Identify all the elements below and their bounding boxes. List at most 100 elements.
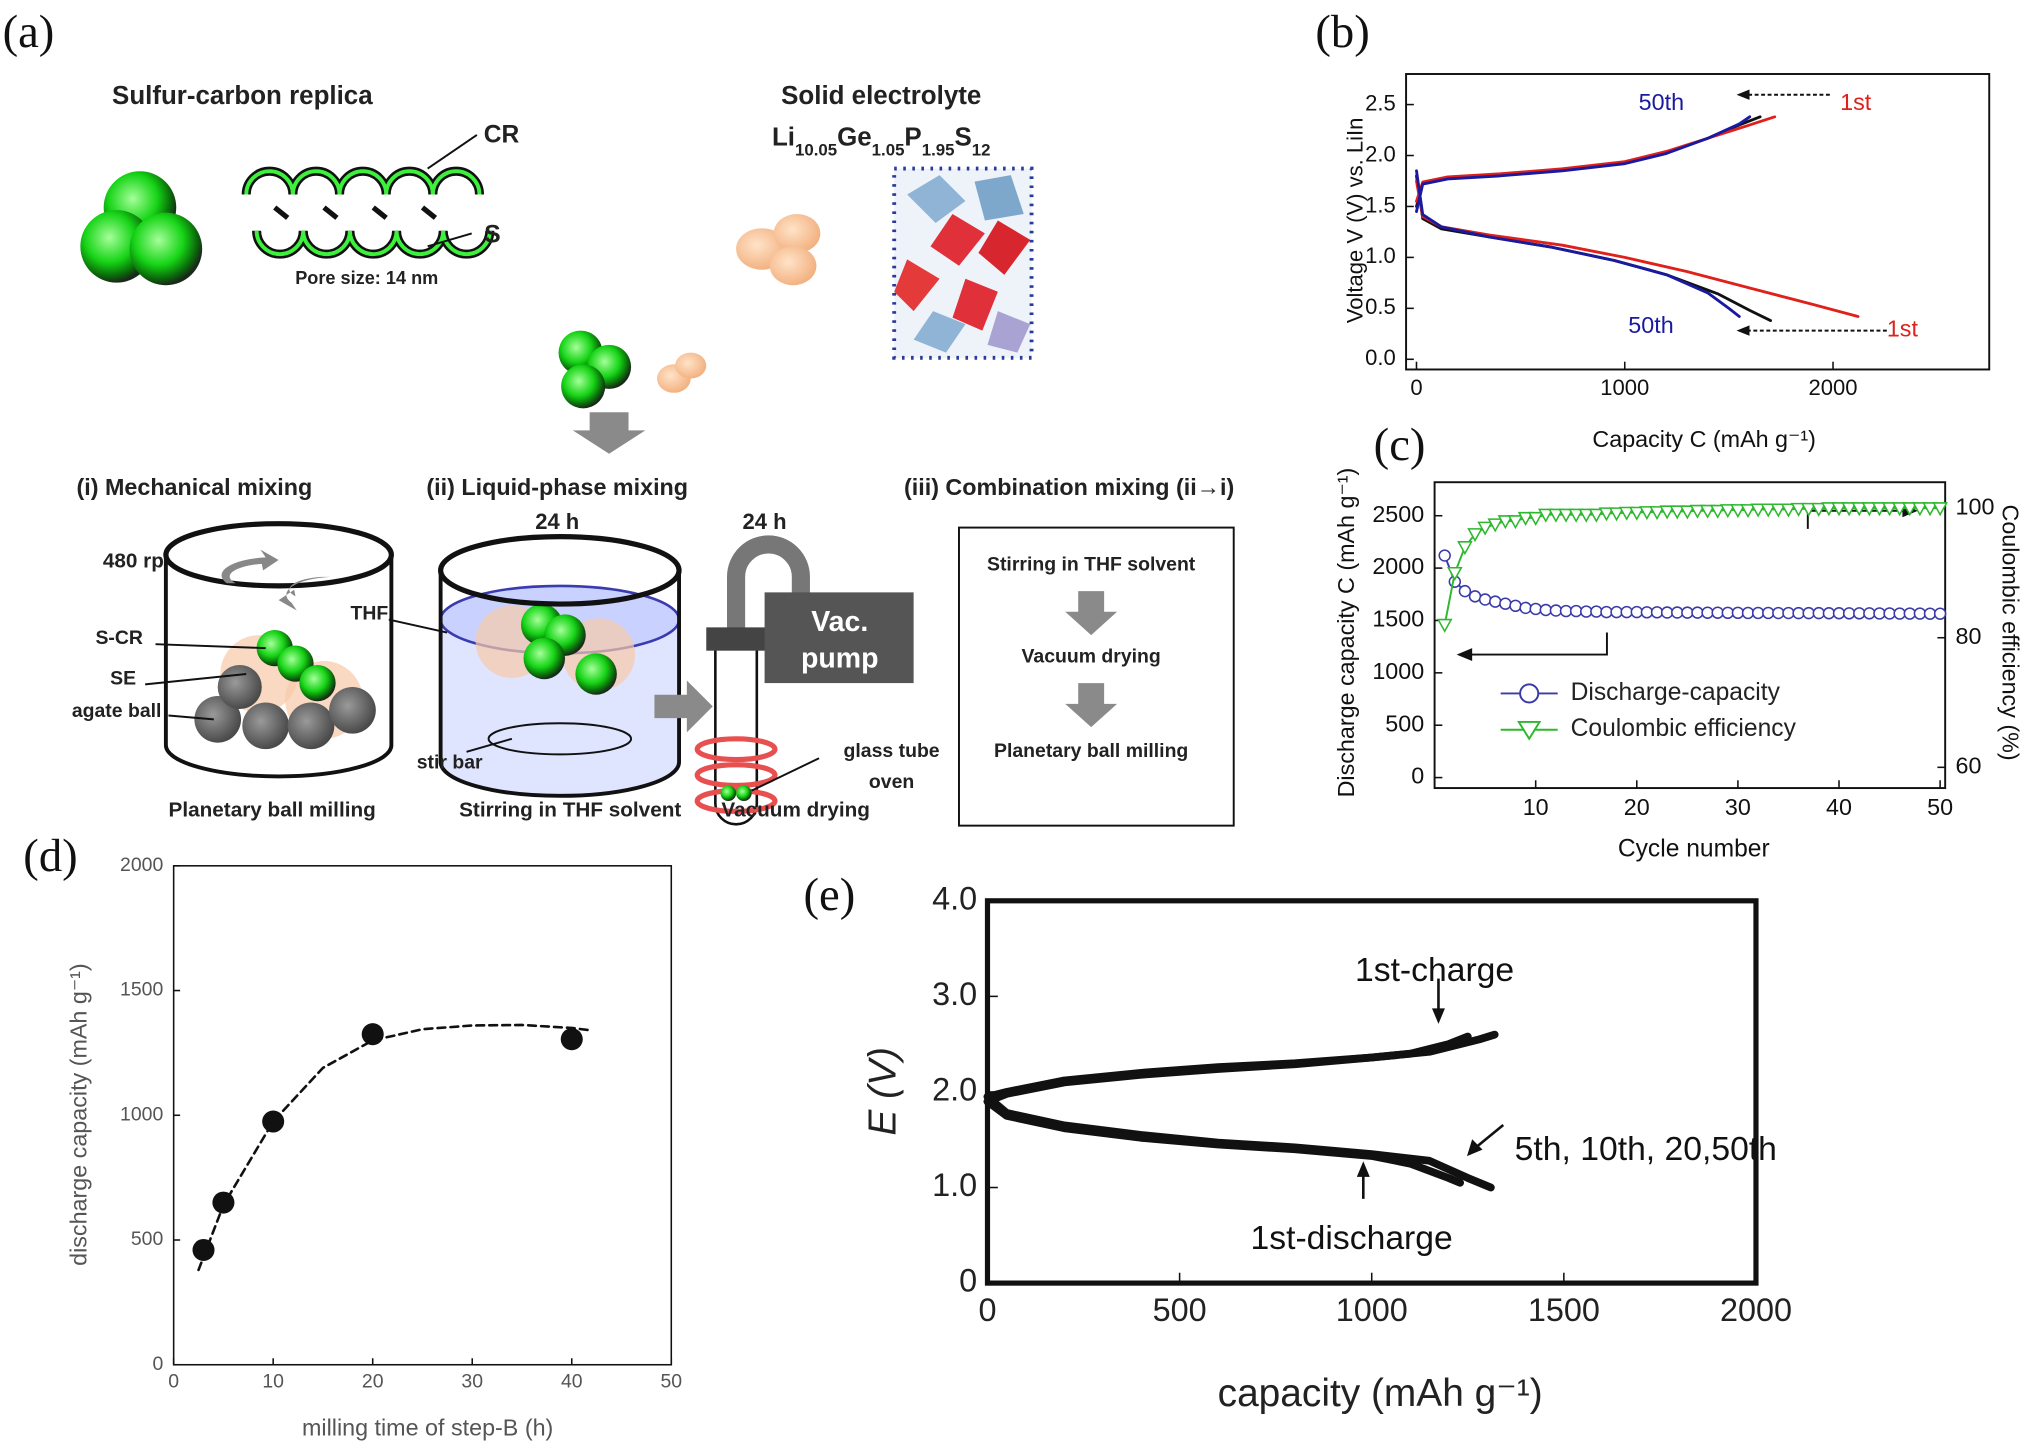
y-tick-label: 500 [1385, 710, 1424, 736]
sphere [129, 212, 203, 286]
marker [1580, 605, 1593, 618]
diagram: Sulfur-carbon replica CR S Pore size: 14… [72, 82, 1235, 827]
panel-label: (b) [1315, 6, 1369, 58]
annotation: 1st-charge [1355, 952, 1514, 989]
pore-mark [322, 205, 339, 220]
pointer [145, 673, 247, 686]
marker [1851, 502, 1868, 517]
sphere [523, 637, 566, 680]
marker [1608, 507, 1625, 522]
pump-label: Vac. [811, 606, 868, 638]
y-tick-label: 500 [131, 1228, 164, 1250]
legend-marker [1519, 683, 1540, 704]
y-tick-label: 1000 [1372, 658, 1424, 684]
pore-mark [420, 205, 438, 220]
octahedron [894, 259, 940, 312]
marker [1497, 515, 1514, 530]
marker [1467, 528, 1483, 543]
stir-bar [487, 722, 633, 756]
pore-mark [371, 205, 388, 220]
marker [1569, 604, 1583, 618]
oven-coil [694, 762, 778, 789]
pointer [751, 757, 820, 792]
marker [1649, 506, 1665, 521]
agate-ball [242, 702, 289, 750]
marker [1770, 503, 1787, 518]
arrowhead [1736, 325, 1750, 336]
y-axis-label: Voltage V (V) vs. LiIn [1343, 118, 1368, 324]
marker [1620, 605, 1633, 619]
chart: 10 20 30 40 50050010001500200025006080100Cyc… [1333, 468, 2024, 863]
marker [1630, 605, 1644, 619]
label: S-CR [95, 627, 142, 649]
marker [1800, 502, 1817, 517]
marker [1458, 584, 1472, 598]
marker [1477, 521, 1493, 536]
marker [1709, 504, 1726, 519]
marker [1650, 606, 1664, 619]
pointer [388, 618, 448, 634]
y-tick-label: 4.0 [932, 880, 977, 916]
y2-axis-label: Coulombic efficiency (%) [1998, 504, 2024, 760]
arrowhead [1456, 648, 1473, 662]
marker [1588, 508, 1605, 523]
y-tick-label: 0 [152, 1353, 163, 1375]
marker [1590, 605, 1603, 618]
sphere [575, 653, 617, 695]
marker [1802, 606, 1815, 620]
marker [1529, 602, 1542, 616]
caption: Planetary ball milling [169, 799, 376, 822]
marker [1447, 566, 1463, 582]
marker [1457, 541, 1473, 556]
series-line [1415, 115, 1777, 203]
sulfur-shell [244, 169, 482, 195]
marker [1681, 606, 1694, 619]
marker [1933, 607, 1947, 620]
series-line [1415, 169, 1741, 318]
marker [1932, 502, 1948, 517]
y-tick-label: 2000 [120, 854, 163, 876]
marker [1640, 606, 1654, 619]
x-tick-label: 20 [362, 1370, 384, 1392]
marker [1499, 597, 1512, 610]
y-tick-label: 1000 [120, 1103, 163, 1125]
y-tick-label: 0.5 [1365, 294, 1396, 319]
pointer [155, 643, 266, 650]
sphere [720, 785, 737, 802]
label: CR [484, 122, 520, 149]
agate-ball [329, 686, 376, 734]
label: agate ball [72, 700, 162, 722]
marker [1527, 511, 1544, 526]
marker [1871, 502, 1888, 517]
agate-ball [287, 702, 335, 750]
marker [1731, 606, 1745, 620]
annotation: 50th [1628, 312, 1673, 338]
marker [1912, 502, 1928, 517]
panel-label: (c) [1374, 419, 1426, 471]
y-tick-label: 1500 [1372, 606, 1424, 632]
marker [1922, 502, 1938, 517]
marker [1659, 505, 1675, 520]
x-tick-label: 0 [168, 1370, 179, 1392]
label: S [484, 221, 500, 248]
electrolyte-title: Solid electrolyte [781, 82, 981, 110]
y-tick-label: 0 [959, 1263, 977, 1299]
marker [1519, 601, 1532, 615]
marker [1812, 606, 1826, 620]
chart: 0 1000 2000 0.0 0.5 1.0 1.5 2.0 2.5 Capacity C (m… [1343, 73, 1991, 452]
arrowhead [1466, 1139, 1483, 1157]
octahedron [952, 278, 998, 331]
marker [1721, 606, 1735, 620]
rotation-arrow [221, 549, 279, 584]
procedure-step: Stirring in THF solvent [987, 553, 1196, 575]
marker [1489, 595, 1502, 608]
x-tick-label: 0 [978, 1292, 996, 1328]
oven-coil [694, 736, 778, 763]
tube-cap [706, 627, 766, 651]
chart-arrows [1356, 89, 1918, 1199]
marker [1699, 504, 1716, 519]
y2-tick-label: 100 [1956, 493, 1995, 519]
marker [1741, 606, 1755, 620]
